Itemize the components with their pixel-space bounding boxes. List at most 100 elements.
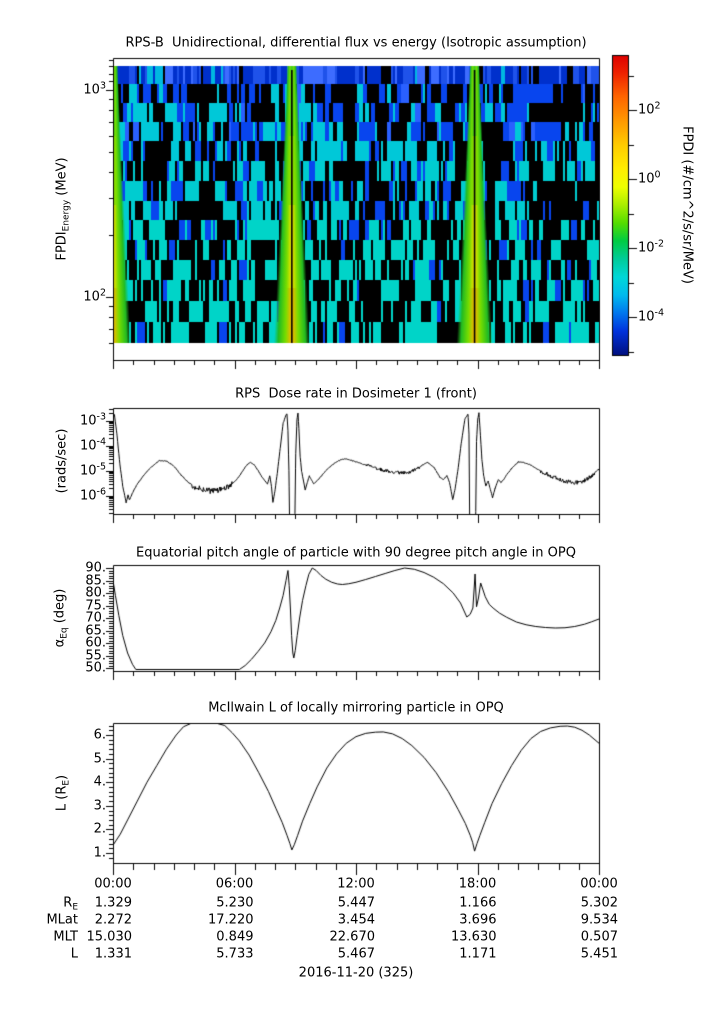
ephemeris-value-r3c2-part-0: 5.467 [337,946,375,962]
panel3-ylabel-part-2: (deg) [52,588,68,628]
ephemeris-row-label-2-part-0: MLT [53,929,78,945]
ephemeris-value-r2c2-part-0: 22.670 [329,929,376,945]
ephemeris-value-r2c0-part-0: 15.030 [86,929,133,945]
p2-ytick-3-part-1: -6 [96,486,106,498]
p2-ytick-1-part-1: -4 [96,436,106,448]
p4-ytick-3: 3. [94,799,106,812]
ephemeris-value-r0c1: 5.230 [216,897,253,910]
p3-ytick-8-part-0: 50. [85,660,106,676]
time-tick-label-2-part-0: 12:00 [337,876,375,892]
ephemeris-value-r2c2: 22.670 [330,931,376,944]
ephemeris-value-r2c1-part-0: 0.849 [216,929,254,945]
ephemeris-row-label-0-part-0: R [63,895,73,911]
p2-ytick-2-part-1: -5 [96,461,106,473]
ephemeris-value-r0c2: 5.447 [338,897,375,910]
ephemeris-value-r2c4: 0.507 [581,931,618,944]
colorbar-tick-1-part-1: 0 [654,169,661,181]
p2-ytick-2: 10-5 [80,461,106,477]
panel4-title: McIlwain L of locally mirroring particle… [208,702,504,715]
ephemeris-value-r0c0: 1.329 [95,897,132,910]
colorbar-tick-0-part-1: 2 [654,100,661,112]
time-tick-label-2: 12:00 [337,878,374,891]
time-tick-label-3: 18:00 [459,878,496,891]
p3-ytick-6: 60. [85,637,106,650]
p1-ytick-1-part-0: 10 [83,289,100,305]
colorbar-tick-2-part-0: 10 [638,240,655,256]
panel1-title-part-0: RPS-B Unidirectional, differential flux … [125,35,587,51]
p3-ytick-7-part-0: 55. [85,648,106,663]
ephemeris-value-r2c4-part-0: 0.507 [580,929,618,945]
p2-ytick-1-part-0: 10 [79,438,97,454]
ephemeris-value-r1c2: 3.454 [338,914,375,927]
colorbar-label-part-0: FPDI (#/cm^2/s/sr/MeV) [679,126,695,284]
colorbar-tick-2-part-1: -2 [654,238,665,250]
panel1-title: RPS-B Unidirectional, differential flux … [125,37,586,50]
colorbar-tick-3-part-1: -4 [654,307,665,319]
p4-ytick-2: 4. [94,776,106,789]
ephemeris-value-r1c3-part-0: 3.696 [459,912,497,928]
p3-ytick-5-part-0: 65. [85,623,106,638]
ephemeris-row-label-1-part-0: MLat [46,912,78,928]
panel2-title-part-0: RPS Dose rate in Dosimeter 1 (front) [235,386,477,402]
colorbar-tick-2: 10-2 [638,238,665,256]
colorbar-tick-1: 100 [638,169,661,185]
panel1-ylabel: FPDIEnergy (MeV) [55,157,72,260]
p4-ytick-1: 5. [94,752,106,765]
p1-ytick-1: 102 [83,288,106,305]
ephemeris-row-label-0-part-1: E [72,902,78,913]
panel4-ylabel-part-0: L (R [54,785,70,812]
ephemeris-value-r2c3: 13.630 [451,931,497,944]
ephemeris-value-r1c1-part-0: 17.220 [208,912,254,928]
ephemeris-value-r1c4: 9.534 [581,914,618,927]
date-label: 2016-11-20 (325) [299,967,414,980]
ephemeris-value-r2c0: 15.030 [87,931,133,944]
p4-ytick-0: 6. [94,729,106,742]
p3-ytick-7: 55. [85,649,106,662]
panel4-title-part-0: McIlwain L of locally mirroring particle… [208,700,504,716]
colorbar-tick-3-part-0: 10 [638,309,655,325]
time-tick-label-4: 00:00 [580,878,617,891]
time-tick-label-1-part-0: 06:00 [215,876,254,892]
ephemeris-value-r3c1-part-0: 5.733 [216,946,254,962]
ephemeris-row-label-0: RE [63,895,78,913]
panel2-title: RPS Dose rate in Dosimeter 1 (front) [235,388,477,401]
p1-ytick-0-part-0: 10 [83,82,100,98]
ephemeris-value-r2c1: 0.849 [216,931,253,944]
time-tick-label-4-part-0: 00:00 [580,876,618,892]
p3-ytick-3-part-0: 75. [85,598,106,613]
p2-ytick-1: 10-4 [79,436,106,454]
ephemeris-value-r1c4-part-0: 9.534 [580,912,618,928]
ephemeris-value-r3c4-part-0: 5.451 [580,946,618,962]
panel3-ylabel-part-0: α [52,638,68,648]
colorbar-label: FPDI (#/cm^2/s/sr/MeV) [679,126,695,284]
ephemeris-row-label-3: L [71,948,78,961]
ephemeris-value-r3c4: 5.451 [581,948,618,961]
p3-ytick-2-part-0: 80. [85,585,106,601]
p2-ytick-3: 10-6 [80,486,106,502]
ephemeris-value-r3c2: 5.467 [338,948,375,961]
ephemeris-value-r0c1-part-0: 5.230 [216,895,254,911]
ephemeris-value-r3c0: 1.331 [95,948,132,961]
panel3-ylabel-part-1: Eq [59,627,70,639]
ephemeris-value-r0c4-part-0: 5.302 [580,895,618,911]
time-tick-label-1: 06:00 [216,878,253,891]
ephemeris-value-r1c2-part-0: 3.454 [337,912,375,928]
time-tick-label-0: 00:00 [94,878,131,891]
ephemeris-value-r0c3-part-0: 1.166 [459,895,497,911]
panel3-title-part-0: Equatorial pitch angle of particle with … [136,545,576,561]
p1-ytick-0: 103 [83,80,106,98]
p1-ytick-0-part-1: 3 [99,80,106,92]
p4-ytick-3-part-0: 3. [93,798,106,814]
p4-ytick-4: 2. [94,823,106,836]
ephemeris-value-r0c3: 1.166 [459,897,496,910]
p4-ytick-5-part-0: 1. [93,845,106,861]
p3-ytick-0: 90. [85,562,106,575]
ephemeris-value-r1c0: 2.272 [95,914,132,927]
time-tick-label-3-part-0: 18:00 [458,876,497,892]
p4-ytick-1-part-0: 5. [93,751,106,767]
p4-ytick-5: 1. [94,847,106,860]
p2-ytick-0-part-0: 10 [79,413,97,429]
p3-ytick-2: 80. [85,587,106,600]
